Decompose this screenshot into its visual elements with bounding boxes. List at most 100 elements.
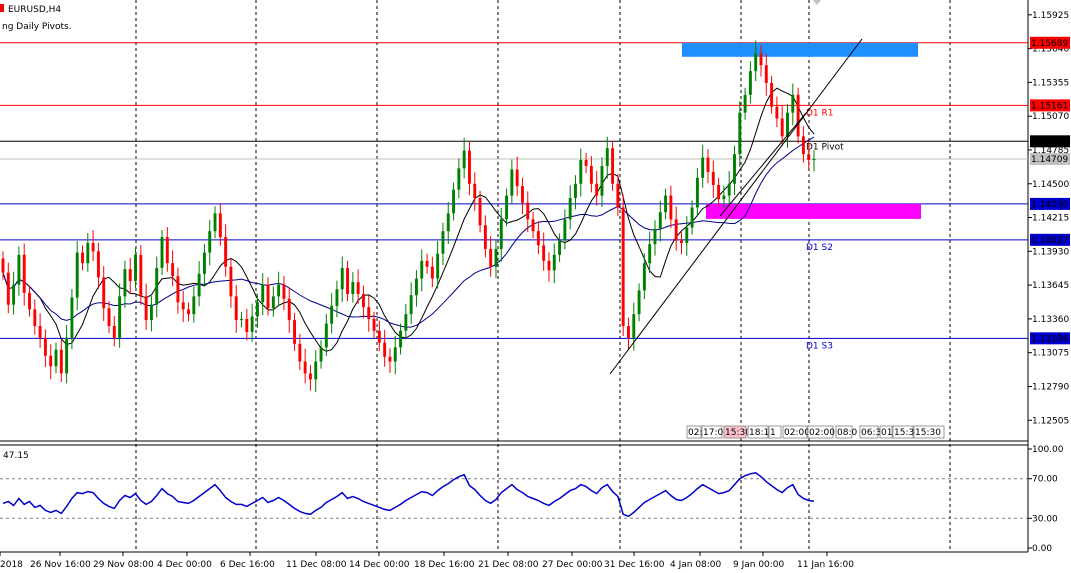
time-label-box xyxy=(835,425,853,439)
trendline-inner xyxy=(719,112,807,217)
candle-body xyxy=(303,361,307,374)
candle-body xyxy=(377,330,381,343)
time-label: 06:3 xyxy=(861,428,881,438)
time-label-box xyxy=(782,425,808,439)
candle-body xyxy=(759,53,763,66)
price-tick-label: 1.14785 xyxy=(1032,146,1069,156)
candle-body xyxy=(738,112,742,155)
candle-body xyxy=(49,355,53,367)
candle-body xyxy=(340,267,344,290)
candle-body xyxy=(107,308,111,327)
candle-body xyxy=(722,195,726,200)
rsi-line xyxy=(2,472,815,518)
time-tick-label: 11 Jan 16:00 xyxy=(797,560,854,570)
candle-body xyxy=(627,326,630,338)
candle-body xyxy=(616,183,620,208)
price-tick-label: 1.12505 xyxy=(1032,416,1069,426)
candle-body xyxy=(695,177,699,208)
candle-body xyxy=(224,237,228,267)
candle-body xyxy=(160,237,164,268)
candle-body xyxy=(12,284,16,305)
pivot-label: D1 S2 xyxy=(806,243,833,253)
time-label-box xyxy=(913,425,945,439)
candle-body xyxy=(436,253,440,279)
candle-body xyxy=(674,219,678,241)
candle-body xyxy=(812,158,816,161)
candle-body xyxy=(690,207,694,228)
candle-body xyxy=(144,296,148,321)
candle-body xyxy=(457,168,461,190)
pivot-price-tag xyxy=(1030,197,1070,210)
candle-body xyxy=(420,260,424,279)
candle-body xyxy=(287,298,291,321)
candle-body xyxy=(245,318,249,332)
rsi-tick-label: 0.00 xyxy=(1032,544,1052,554)
candle-body xyxy=(314,361,318,380)
pivot-label: D1 Pivot xyxy=(806,142,844,152)
candle-body xyxy=(208,231,212,253)
candle-body xyxy=(770,82,774,107)
candle-body xyxy=(563,219,567,241)
time-label-box xyxy=(892,425,914,439)
price-tick-label: 1.15925 xyxy=(1032,11,1069,21)
pivot-price-tag-label: 1.15161 xyxy=(1031,101,1068,111)
candle-body xyxy=(446,213,450,232)
candle-body xyxy=(754,53,758,72)
ma-slow-line xyxy=(2,136,815,328)
candle-body xyxy=(128,269,132,281)
time-label: 02: xyxy=(688,428,702,438)
candle-body xyxy=(499,219,503,249)
candle-body xyxy=(240,318,243,321)
candle-body xyxy=(473,183,477,198)
candle-body xyxy=(558,240,562,255)
candle-body xyxy=(531,219,535,232)
time-label: 02:00 xyxy=(809,428,835,438)
candle-body xyxy=(38,326,42,338)
time-label-box xyxy=(686,425,702,439)
candle-body xyxy=(277,284,281,297)
chart-grid xyxy=(0,0,1029,553)
candle-body xyxy=(452,189,456,214)
time-label-box xyxy=(859,425,879,439)
candle-body xyxy=(680,240,683,244)
candle-body xyxy=(727,183,731,196)
candle-body xyxy=(478,197,482,226)
time-tick-label: 27 Dec 00:00 xyxy=(542,560,603,570)
candle-body xyxy=(202,252,206,274)
candle-body xyxy=(664,195,668,213)
candle-body xyxy=(685,227,689,244)
candle-body xyxy=(653,228,657,245)
candle-body xyxy=(176,276,180,303)
candle-body xyxy=(775,106,779,119)
time-tick-label: 26 Nov 16:00 xyxy=(30,560,91,570)
time-label: 15:30 xyxy=(894,428,920,438)
candle-body xyxy=(1,258,5,273)
rsi-tick-label: 30.00 xyxy=(1032,514,1058,524)
candle-body xyxy=(102,277,106,309)
moving-averages xyxy=(2,87,815,352)
candle-body xyxy=(786,112,789,137)
candle-body xyxy=(393,347,397,362)
candle-body xyxy=(234,296,238,321)
candle-body xyxy=(425,260,429,267)
candle-body xyxy=(324,323,328,348)
time-tick-label: 9 Jan 00:00 xyxy=(733,560,785,570)
time-tick-label: 31 Dec 16:00 xyxy=(604,560,665,570)
time-label-box xyxy=(807,425,834,439)
time-tick-label: 4 Dec 00:00 xyxy=(157,560,212,570)
candle-body xyxy=(748,71,752,95)
candle-body xyxy=(149,304,153,321)
candlestick-series xyxy=(1,40,816,393)
candle-body xyxy=(547,260,551,271)
candle-body xyxy=(658,212,662,229)
candle-body xyxy=(383,342,387,357)
pivot-price-tag-label: 1.15689 xyxy=(1031,39,1068,49)
time-label: 17:0 xyxy=(703,428,723,438)
candle-body xyxy=(54,349,58,367)
candle-body xyxy=(388,356,392,362)
candle-body xyxy=(59,349,63,374)
time-label-box xyxy=(879,425,893,439)
candle-body xyxy=(701,157,705,178)
shift-marker-icon[interactable] xyxy=(813,0,821,5)
